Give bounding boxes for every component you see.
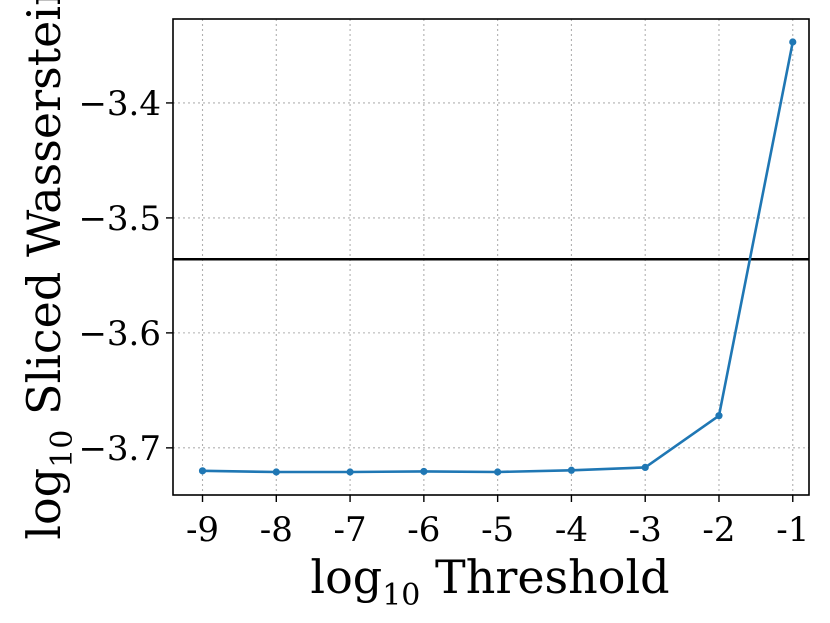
plot-area	[173, 38, 809, 476]
tick-marks	[166, 102, 794, 502]
data-point	[420, 467, 428, 476]
x-tick-label: -4	[555, 510, 588, 550]
data-point	[641, 463, 649, 472]
x-tick-label: -3	[629, 510, 662, 550]
data-point	[789, 38, 797, 46]
y-axis-title: log10 Sliced Wasserstein	[17, 0, 80, 540]
data-point	[567, 466, 576, 474]
data-point	[494, 468, 502, 476]
data-point	[715, 412, 723, 420]
y-tick-label: −3.6	[78, 314, 161, 354]
x-tick-label: -1	[776, 510, 809, 550]
x-tick-label: -7	[334, 510, 367, 550]
y-axis-title-subscript: 10	[45, 430, 80, 468]
data-point	[346, 468, 354, 476]
y-axis-title-text: Sliced Wasserstein	[17, 0, 71, 430]
y-tick-label: −3.7	[78, 429, 161, 469]
x-tick-label: -5	[481, 510, 514, 550]
x-axis-title-text: Threshold	[420, 550, 669, 604]
y-tick-label: −3.4	[78, 84, 161, 124]
x-axis-title-prefix: log	[310, 550, 382, 604]
x-axis-title: log10 Threshold	[310, 550, 669, 613]
x-axis-title-subscript: 10	[382, 578, 420, 613]
grid-lines	[173, 19, 809, 495]
data-point	[272, 468, 280, 476]
series-line	[202, 41, 795, 474]
x-tick-label: -8	[260, 510, 293, 550]
tick-labels: -9 -8 -7 -6 -5 -4 -3 -2 -1 −3.7 −3.6 −3.5 −3.4	[78, 84, 809, 550]
x-tick-label: -2	[702, 510, 735, 550]
x-tick-label: -6	[407, 510, 440, 550]
y-tick-label: −3.5	[78, 199, 161, 239]
plot-frame	[172, 18, 810, 496]
data-point	[198, 467, 207, 475]
y-axis-title-prefix: log	[17, 468, 71, 540]
x-tick-label: -9	[186, 510, 219, 550]
